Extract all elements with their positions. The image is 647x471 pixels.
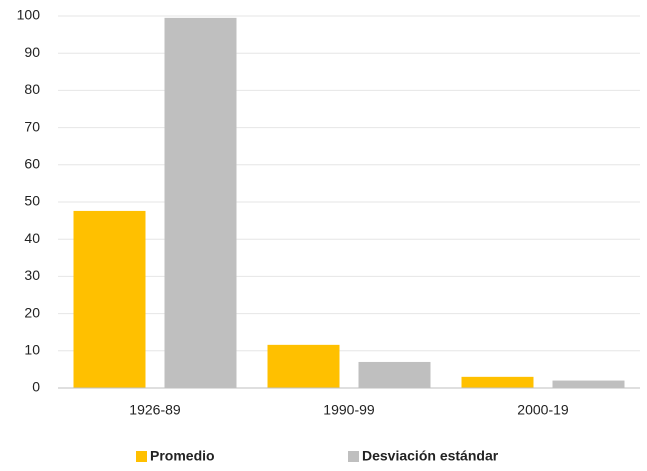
bar (73, 210, 146, 388)
y-tick-label: 80 (24, 81, 40, 97)
y-tick-label: 10 (24, 342, 40, 358)
y-tick-label: 90 (24, 44, 40, 60)
y-tick-label: 40 (24, 230, 40, 246)
bar (164, 17, 237, 389)
y-tick-label: 50 (24, 193, 40, 209)
y-tick-label: 20 (24, 304, 40, 320)
bar (267, 344, 340, 388)
bar (358, 361, 431, 388)
legend-swatch (348, 451, 359, 462)
y-tick-label: 60 (24, 156, 40, 172)
x-tick-label: 2000-19 (517, 402, 569, 418)
legend-label: Desviación estándar (362, 448, 499, 464)
y-tick-label: 100 (17, 7, 41, 23)
x-tick-label: 1926-89 (129, 402, 181, 418)
bar (552, 380, 625, 388)
y-tick-label: 0 (32, 379, 40, 395)
y-tick-label: 70 (24, 118, 40, 134)
bar (461, 376, 534, 388)
x-tick-label: 1990-99 (323, 402, 375, 418)
legend-swatch (136, 451, 147, 462)
legend-label: Promedio (150, 448, 215, 464)
y-tick-label: 30 (24, 267, 40, 283)
